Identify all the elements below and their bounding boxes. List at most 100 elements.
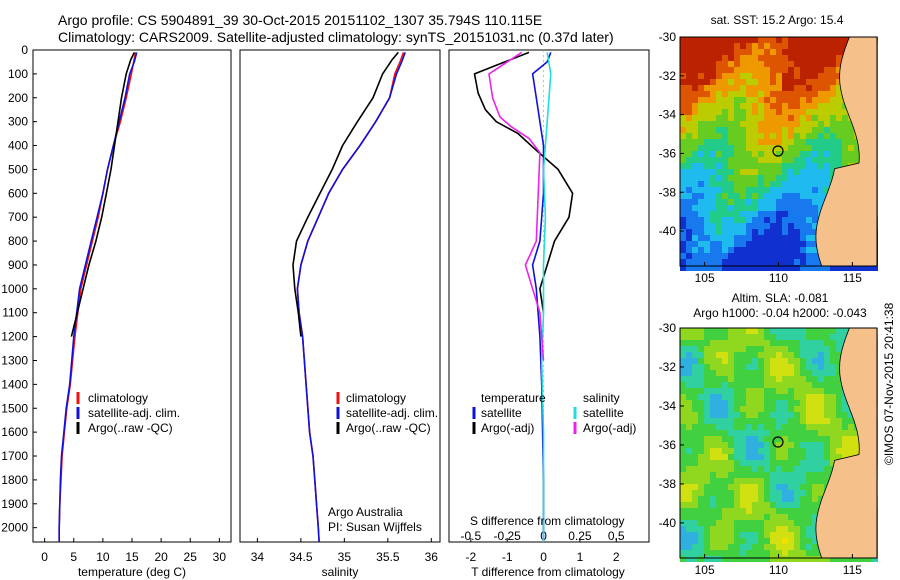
map-cell <box>758 412 764 418</box>
map-cell <box>716 211 722 217</box>
map-cell <box>788 229 794 235</box>
map-cell <box>710 115 716 121</box>
map-cell <box>692 550 698 556</box>
map-cell <box>734 175 740 181</box>
map-cell <box>812 454 818 460</box>
map-cell <box>686 121 692 127</box>
map-cell <box>716 175 722 181</box>
map-cell <box>686 508 692 514</box>
map-cell <box>692 544 698 550</box>
map-cell <box>836 133 842 139</box>
map-cell <box>836 442 842 448</box>
map-cell <box>770 430 776 436</box>
map-cell <box>752 235 758 241</box>
lat-tick-label: -30 <box>659 30 677 44</box>
map-cell <box>716 340 722 346</box>
map-cell <box>680 109 686 115</box>
map-cell <box>710 91 716 97</box>
map-cell <box>770 400 776 406</box>
map-cell <box>812 235 818 241</box>
map-cell <box>704 448 710 454</box>
map-cell <box>830 169 836 175</box>
map-cell <box>782 199 788 205</box>
map-cell <box>722 490 728 496</box>
map-cell <box>782 265 788 271</box>
map-cell <box>752 133 758 139</box>
map-cell <box>722 424 728 430</box>
map-cell <box>776 382 782 388</box>
map-cell <box>818 85 824 91</box>
map-cell <box>806 55 812 61</box>
map-cell <box>680 496 686 502</box>
map-cell <box>806 406 812 412</box>
imos-credit: ©IMOS 07-Nov-2015 20:41:38 <box>882 302 896 465</box>
map-cell <box>680 532 686 538</box>
map-cell <box>716 406 722 412</box>
map-cell <box>740 121 746 127</box>
lon-tick-label: 115 <box>843 563 862 577</box>
map-cell <box>728 358 734 364</box>
map-cell <box>734 241 740 247</box>
map-cell <box>842 412 848 418</box>
map-cell <box>812 436 818 442</box>
map-cell <box>686 442 692 448</box>
sla-profile-marker <box>772 436 784 448</box>
map-cell <box>692 370 698 376</box>
map-cell <box>686 484 692 490</box>
map-cell <box>686 328 692 334</box>
map-cell <box>800 502 806 508</box>
map-cell <box>686 460 692 466</box>
map-cell <box>782 544 788 550</box>
map-cell <box>830 448 836 454</box>
map-cell <box>818 139 824 145</box>
map-cell <box>734 484 740 490</box>
map-cell <box>800 466 806 472</box>
map-cell <box>800 400 806 406</box>
map-cell <box>770 85 776 91</box>
map-cell <box>800 394 806 400</box>
map-cell <box>752 424 758 430</box>
map-cell <box>770 175 776 181</box>
map-cell <box>800 229 806 235</box>
map-cell <box>686 97 692 103</box>
map-cell <box>788 556 794 562</box>
map-cell <box>740 508 746 514</box>
map-cell <box>842 157 848 163</box>
map-cell <box>680 223 686 229</box>
map-cell <box>704 388 710 394</box>
map-cell <box>692 454 698 460</box>
map-cell <box>800 460 806 466</box>
map-cell <box>812 37 818 43</box>
map-cell <box>716 199 722 205</box>
map-cell <box>698 211 704 217</box>
map-cell <box>794 73 800 79</box>
map-cell <box>716 241 722 247</box>
map-cell <box>758 85 764 91</box>
map-cell <box>686 400 692 406</box>
map-cell <box>794 484 800 490</box>
map-cell <box>686 175 692 181</box>
map-cell <box>788 223 794 229</box>
x-tick-label: 0 <box>540 550 547 564</box>
map-cell <box>782 502 788 508</box>
depth-tick-label: 200 <box>8 91 28 105</box>
x-tick-label: 20 <box>154 550 168 564</box>
map-cell <box>728 412 734 418</box>
map-cell <box>716 508 722 514</box>
map-cell <box>776 346 782 352</box>
map-cell <box>782 484 788 490</box>
map-cell <box>716 394 722 400</box>
map-cell <box>794 157 800 163</box>
map-cell <box>740 241 746 247</box>
map-cell <box>698 400 704 406</box>
map-cell <box>746 412 752 418</box>
map-cell <box>710 127 716 133</box>
map-cell <box>788 436 794 442</box>
map-cell <box>728 442 734 448</box>
map-cell <box>794 229 800 235</box>
map-cell <box>770 448 776 454</box>
map-cell <box>692 235 698 241</box>
map-cell <box>812 430 818 436</box>
map-cell <box>716 502 722 508</box>
map-cell <box>818 424 824 430</box>
